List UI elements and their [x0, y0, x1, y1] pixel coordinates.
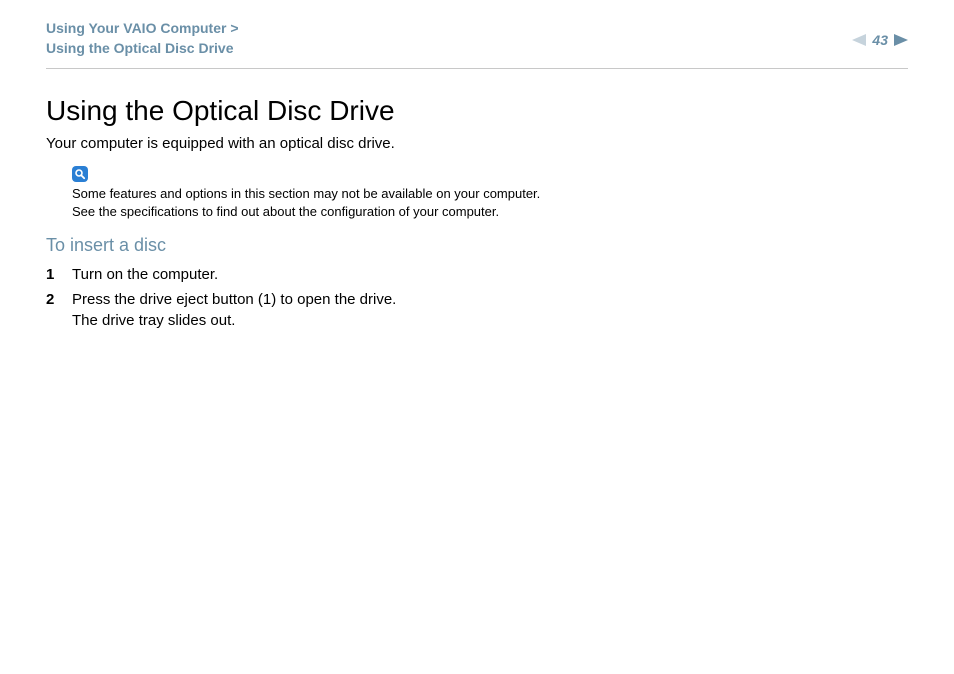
note-line-2: See the specifications to find out about… [72, 203, 908, 221]
breadcrumb: Using Your VAIO Computer > Using the Opt… [46, 18, 239, 58]
page-navigator: 43 [852, 32, 908, 48]
page-number: 43 [872, 32, 888, 48]
page-header: Using Your VAIO Computer > Using the Opt… [46, 18, 908, 69]
breadcrumb-parent[interactable]: Using Your VAIO Computer > [46, 18, 239, 38]
section-subheading: To insert a disc [46, 235, 908, 256]
note-block: Some features and options in this sectio… [72, 166, 908, 221]
step-text: Press the drive eject button (1) to open… [72, 289, 908, 310]
document-page: Using Your VAIO Computer > Using the Opt… [0, 0, 954, 674]
magnifier-icon [72, 166, 88, 182]
next-page-arrow-icon[interactable] [894, 34, 908, 46]
note-text: Some features and options in this sectio… [72, 185, 908, 221]
steps-list: Turn on the computer. Press the drive ej… [46, 264, 908, 331]
breadcrumb-current: Using the Optical Disc Drive [46, 38, 239, 58]
prev-page-arrow-icon[interactable] [852, 34, 866, 46]
step-text: The drive tray slides out. [72, 310, 908, 331]
list-item: Turn on the computer. [46, 264, 908, 285]
list-item: Press the drive eject button (1) to open… [46, 289, 908, 331]
page-title: Using the Optical Disc Drive [46, 95, 908, 127]
note-line-1: Some features and options in this sectio… [72, 185, 908, 203]
step-text: Turn on the computer. [72, 264, 908, 285]
intro-paragraph: Your computer is equipped with an optica… [46, 135, 908, 152]
